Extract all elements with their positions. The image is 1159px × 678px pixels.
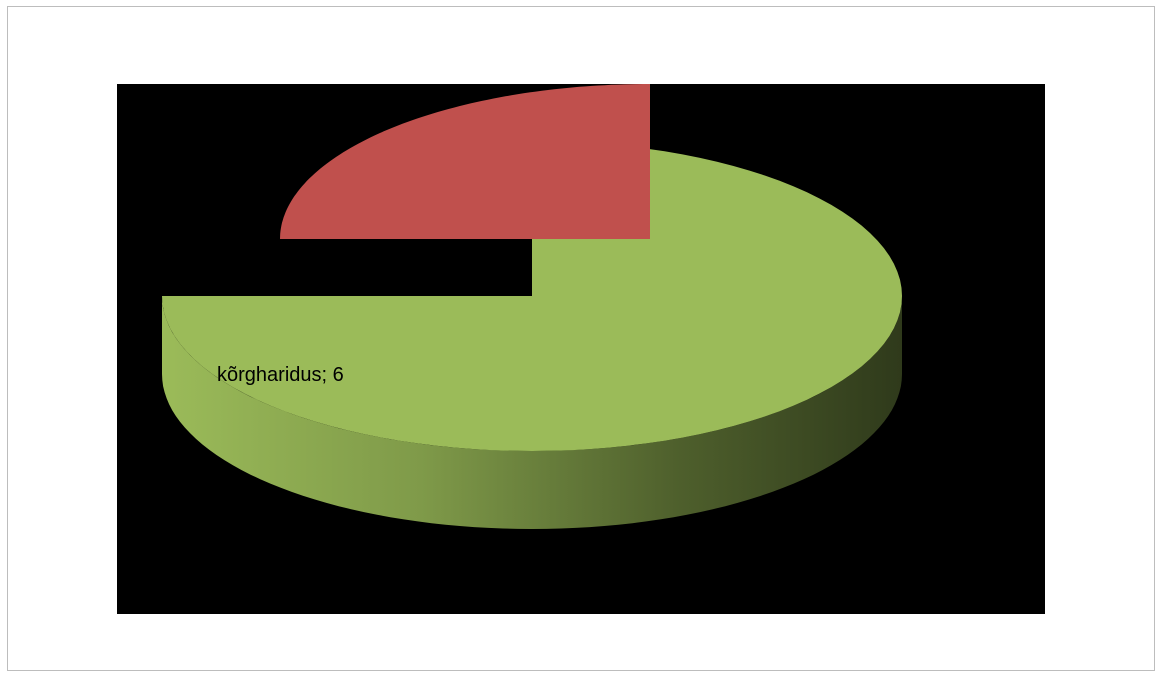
pie-slice-side bbox=[162, 296, 902, 529]
pie-slice-top bbox=[162, 141, 902, 451]
plot-area: kõrgharidus; 6 keskeri; 2 bbox=[117, 84, 1045, 614]
chart-frame: kõrgharidus; 6 keskeri; 2 bbox=[7, 6, 1155, 671]
data-label-kõrgharidus: kõrgharidus; 6 bbox=[217, 364, 344, 386]
pie-slice-kõrgharidus bbox=[162, 141, 902, 529]
pie-slice-top bbox=[280, 84, 650, 239]
pie-slice-keskeri bbox=[280, 84, 650, 239]
data-label-keskeri: keskeri; 2 bbox=[782, 142, 868, 164]
pie-chart: kõrgharidus; 6 keskeri; 2 bbox=[162, 84, 902, 529]
